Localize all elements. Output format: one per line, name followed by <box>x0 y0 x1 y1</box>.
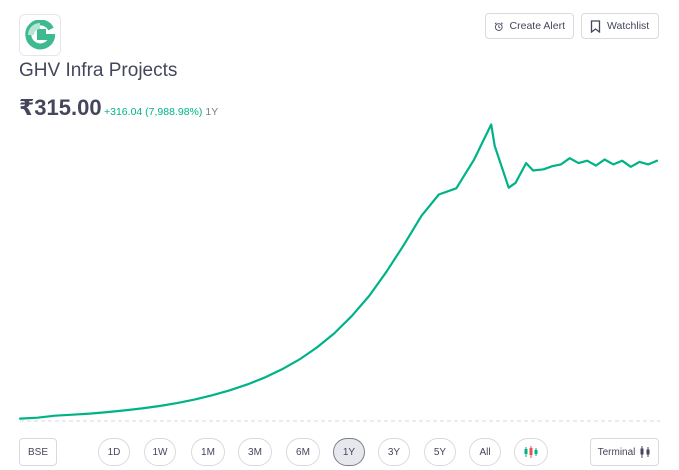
watchlist-label: Watchlist <box>607 20 650 32</box>
alarm-clock-icon <box>494 21 503 31</box>
watchlist-button[interactable]: Watchlist <box>581 13 659 39</box>
range-1d[interactable]: 1D <box>98 438 130 466</box>
candlestick-icon <box>524 446 538 458</box>
range-label: 1W <box>152 446 168 458</box>
range-label: All <box>479 446 491 458</box>
bookmark-icon <box>590 19 601 33</box>
stock-name: GHV Infra Projects <box>19 60 178 81</box>
company-logo <box>19 14 61 56</box>
range-all[interactable]: All <box>469 438 501 466</box>
range-label: 3Y <box>387 446 401 458</box>
range-1m[interactable]: 1M <box>191 438 225 466</box>
create-alert-label: Create Alert <box>509 20 565 32</box>
stock-price: ₹315.00 <box>19 95 102 120</box>
range-5y[interactable]: 5Y <box>424 438 456 466</box>
range-label: 1D <box>107 446 121 458</box>
price-chart[interactable] <box>0 120 679 430</box>
exchange-label: BSE <box>27 446 48 458</box>
range-1w[interactable]: 1W <box>144 438 176 466</box>
range-6m[interactable]: 6M <box>286 438 320 466</box>
terminal-button[interactable]: Terminal <box>590 438 659 466</box>
range-label: 1M <box>201 446 215 458</box>
range-1y[interactable]: 1Y <box>333 438 365 466</box>
create-alert-button[interactable]: Create Alert <box>485 13 574 39</box>
ghv-logo-icon <box>25 20 55 50</box>
candlestick-icon <box>640 446 650 458</box>
change-period: 1Y <box>205 106 219 118</box>
exchange-toggle-button[interactable]: BSE <box>19 438 57 466</box>
range-label: 5Y <box>433 446 447 458</box>
terminal-label: Terminal <box>597 446 636 458</box>
range-3m[interactable]: 3M <box>238 438 272 466</box>
range-3y[interactable]: 3Y <box>378 438 410 466</box>
price-line <box>18 123 659 420</box>
price-change-value: +316.04 (7,988.98%) <box>104 106 203 118</box>
price-change: +316.04 (7,988.98%) 1Y <box>104 106 218 118</box>
range-label: 6M <box>296 446 310 458</box>
candlestick-toggle-button[interactable] <box>514 438 548 466</box>
range-label: 3M <box>248 446 262 458</box>
range-label: 1Y <box>342 446 356 458</box>
